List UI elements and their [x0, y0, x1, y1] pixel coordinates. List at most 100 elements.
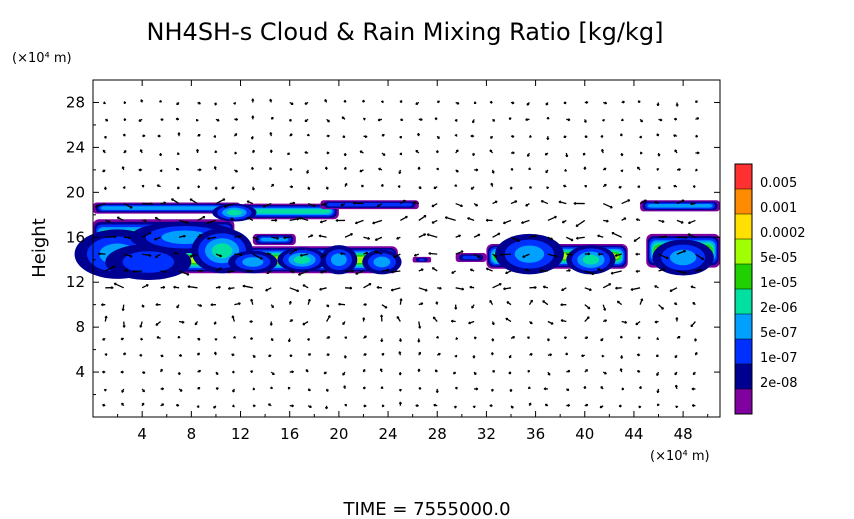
wind-arrow	[178, 235, 186, 238]
wind-arrow-head	[401, 118, 404, 121]
x-tick-label: 48	[674, 425, 693, 443]
wind-arrow-head	[102, 371, 105, 374]
wind-arrow-head	[469, 286, 472, 289]
wind-arrow-head	[558, 201, 561, 204]
wind-arrow-head	[268, 403, 270, 407]
wind-arrow-head	[454, 133, 457, 136]
wind-arrow-head	[292, 270, 295, 273]
wind-arrow-head	[640, 151, 643, 154]
wind-arrow-head	[270, 323, 273, 326]
wind-arrow-head	[566, 154, 569, 158]
wind-arrow-head	[197, 185, 201, 188]
colorbar-swatch	[735, 214, 752, 239]
wind-arrow	[639, 199, 647, 205]
wind-arrow-head	[161, 387, 164, 390]
wind-arrow	[307, 202, 316, 207]
wind-arrow-head	[530, 321, 533, 324]
wind-arrow-head	[544, 404, 547, 407]
wind-arrow	[615, 253, 622, 257]
wind-arrow-head	[239, 234, 242, 237]
wind-arrow-head	[113, 283, 116, 286]
wind-arrow	[676, 219, 684, 224]
wind-arrow-head	[583, 386, 586, 389]
colorbar-label: 1e-05	[760, 276, 798, 291]
wind-arrow	[529, 234, 537, 238]
wind-arrow-head	[376, 286, 379, 290]
wind-arrow	[344, 233, 353, 238]
wind-arrow	[658, 235, 667, 238]
wind-arrow-head	[618, 187, 622, 189]
wind-arrow-head	[232, 371, 235, 374]
wind-arrow-head	[621, 387, 625, 390]
wind-arrow-head	[567, 403, 570, 406]
cloud-band-layer	[462, 255, 480, 260]
cloud-patch-layer	[242, 257, 264, 267]
wind-arrow-head	[177, 335, 180, 339]
wind-arrow-head	[307, 298, 311, 301]
wind-arrow-head	[539, 270, 543, 273]
wind-arrow-head	[318, 235, 321, 238]
wind-arrow-head	[473, 405, 476, 408]
wind-arrow-head	[568, 268, 571, 271]
wind-arrow-head	[506, 301, 509, 304]
colorbar: 0.005 0.001 0.0002 5e-05 1e-05 2e-06 5e-07 1e-0…	[734, 163, 806, 415]
wind-arrow-head	[571, 238, 574, 241]
wind-arrow-head	[397, 185, 401, 189]
wind-arrow-head	[380, 314, 382, 318]
wind-arrow-head	[413, 201, 416, 205]
wind-arrow-head	[214, 322, 217, 325]
wind-arrow-head	[124, 117, 127, 121]
wind-arrow-head	[335, 220, 339, 223]
wind-arrow	[658, 268, 666, 272]
y-tick-label: 4	[75, 363, 85, 381]
wind-arrow	[503, 219, 512, 224]
wind-arrow-head	[108, 220, 111, 223]
wind-arrow-head	[342, 373, 345, 376]
wind-arrow-head	[674, 302, 676, 306]
wind-arrow	[658, 304, 664, 310]
wind-arrow	[500, 253, 512, 256]
colorbar-swatch	[735, 364, 752, 389]
wind-arrow-head	[586, 316, 590, 318]
wind-arrow-head	[195, 323, 198, 326]
wind-arrow	[584, 316, 590, 322]
wind-arrow	[197, 215, 206, 221]
wind-arrow-head	[684, 271, 687, 274]
wind-arrow	[445, 216, 456, 222]
wind-arrow-head	[157, 135, 160, 138]
wind-arrow-head	[621, 153, 624, 157]
wind-arrow-head	[142, 134, 146, 137]
wind-arrow-head	[492, 338, 495, 342]
wind-arrow-head	[296, 217, 300, 220]
wind-arrow-head	[576, 237, 579, 240]
wind-arrow-head	[327, 134, 330, 137]
wind-arrow	[271, 236, 279, 240]
wind-arrow	[576, 236, 585, 240]
wind-arrow-head	[418, 340, 421, 343]
wind-arrow	[298, 270, 309, 276]
wind-arrow-head	[542, 300, 544, 304]
wind-arrow	[363, 236, 370, 240]
wind-arrow-head	[271, 183, 274, 186]
wind-arrow-head	[161, 354, 164, 357]
wind-arrow-head	[444, 216, 448, 220]
wind-arrow	[400, 215, 408, 221]
wind-arrow	[234, 235, 242, 238]
wind-arrow-head	[610, 205, 613, 208]
wind-arrow-head	[692, 186, 696, 189]
wind-arrow-head	[636, 354, 640, 357]
wind-arrow-head	[173, 252, 177, 255]
wind-arrow-head	[400, 339, 403, 342]
wind-arrow-head	[377, 119, 381, 122]
wind-arrow-head	[213, 407, 216, 409]
wind-arrow-head	[362, 368, 366, 372]
wind-arrow-head	[693, 373, 696, 376]
wind-arrow-head	[662, 306, 664, 310]
wind-arrow-head	[344, 336, 347, 338]
wind-arrow-head	[251, 115, 254, 118]
wind-arrow-head	[426, 233, 429, 237]
wind-arrow-head	[510, 187, 513, 190]
wind-arrow-head	[378, 168, 381, 171]
wind-arrow-head	[269, 386, 273, 389]
wind-arrow-head	[415, 405, 418, 408]
